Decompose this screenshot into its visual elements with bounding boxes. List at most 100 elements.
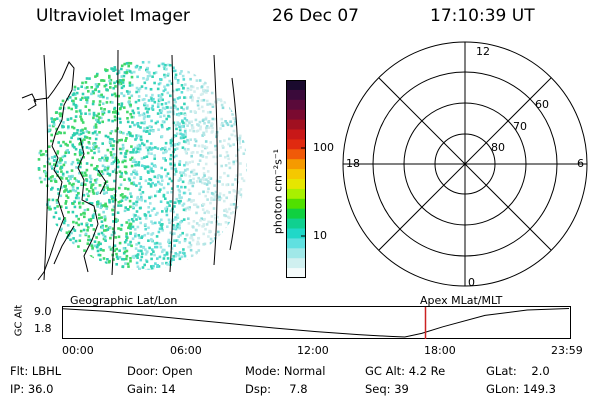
emission-pixel — [208, 102, 212, 106]
emission-pixel — [93, 167, 96, 171]
emission-pixel — [100, 116, 103, 120]
colorbar-swatch — [286, 258, 306, 269]
emission-pixel — [202, 190, 205, 194]
emission-pixel — [110, 195, 113, 198]
emission-pixel — [180, 136, 183, 139]
emission-pixel — [244, 148, 247, 152]
emission-pixel — [137, 90, 141, 93]
emission-pixel — [183, 147, 187, 151]
emission-pixel — [81, 121, 85, 124]
emission-pixel — [104, 83, 108, 87]
emission-pixel — [53, 163, 56, 166]
emission-pixel — [150, 148, 153, 151]
emission-pixel — [194, 139, 198, 143]
emission-pixel — [172, 210, 175, 214]
emission-pixel — [150, 119, 153, 123]
emission-pixel — [205, 209, 209, 213]
emission-pixel — [167, 114, 170, 118]
emission-pixel — [225, 121, 229, 125]
emission-pixel — [203, 242, 207, 246]
emission-pixel — [154, 221, 157, 225]
emission-pixel — [116, 257, 120, 260]
emission-pixel — [110, 188, 114, 191]
emission-pixel — [208, 151, 212, 154]
emission-pixel — [52, 215, 56, 219]
emission-pixel — [150, 267, 154, 270]
emission-pixel — [168, 204, 171, 207]
emission-pixel — [51, 175, 54, 178]
emission-pixel — [156, 105, 160, 108]
emission-pixel — [199, 125, 202, 129]
emission-pixel — [195, 229, 198, 232]
emission-pixel — [93, 240, 97, 243]
emission-pixel — [132, 115, 135, 119]
emission-pixel — [120, 105, 123, 108]
emission-pixel — [115, 247, 118, 251]
emission-pixel — [39, 149, 43, 153]
emission-pixel — [134, 65, 138, 69]
emission-pixel — [229, 203, 233, 206]
emission-pixel — [232, 117, 235, 120]
emission-pixel — [92, 100, 95, 103]
emission-pixel — [66, 149, 69, 152]
emission-pixel — [143, 233, 147, 237]
emission-pixel — [146, 139, 149, 143]
emission-pixel — [134, 214, 137, 217]
emission-pixel — [148, 125, 152, 128]
emission-pixel — [186, 124, 189, 127]
emission-pixel — [80, 171, 84, 175]
emission-pixel — [186, 162, 189, 166]
emission-pixel — [176, 213, 179, 217]
emission-pixel — [73, 119, 77, 122]
emission-pixel — [195, 253, 199, 257]
emission-pixel — [233, 206, 237, 210]
emission-pixel — [232, 160, 235, 164]
emission-pixel — [204, 81, 207, 85]
emission-pixel — [130, 173, 133, 176]
emission-pixel — [140, 236, 143, 239]
mlt-label-0: 0 — [468, 276, 475, 289]
emission-pixel — [123, 250, 127, 254]
emission-pixel — [217, 222, 220, 226]
emission-pixel — [87, 90, 90, 93]
emission-pixel — [132, 181, 135, 184]
emission-pixel — [77, 180, 80, 183]
emission-pixel — [40, 180, 43, 184]
emission-pixel — [78, 234, 82, 237]
emission-pixel — [147, 152, 150, 155]
emission-pixel — [205, 126, 208, 130]
emission-pixel — [127, 177, 131, 181]
emission-pixel — [173, 173, 177, 176]
emission-pixel — [219, 154, 222, 157]
emission-pixel — [166, 191, 169, 194]
emission-pixel — [229, 212, 233, 215]
emission-pixel — [111, 227, 115, 230]
emission-pixel — [109, 248, 113, 251]
emission-pixel — [97, 253, 101, 257]
emission-pixel — [75, 166, 78, 169]
colorbar-tick-100: 100 — [313, 141, 334, 154]
emission-pixel — [236, 206, 239, 209]
emission-pixel — [174, 252, 177, 255]
emission-pixel — [143, 120, 146, 124]
mlat-label-70: 70 — [513, 120, 527, 133]
emission-pixel — [58, 217, 61, 220]
emission-pixel — [193, 138, 197, 141]
emission-pixel — [82, 155, 85, 159]
time-tick-1200: 12:00 — [297, 344, 329, 357]
emission-pixel — [228, 207, 231, 211]
emission-pixel — [157, 102, 160, 106]
emission-pixel — [85, 198, 89, 201]
emission-pixel — [157, 180, 160, 184]
emission-pixel — [145, 66, 149, 70]
emission-pixel — [144, 227, 147, 231]
emission-pixel — [150, 220, 153, 223]
emission-pixel — [138, 267, 141, 270]
emission-pixel — [170, 247, 174, 250]
emission-pixel — [82, 174, 85, 178]
emission-pixel — [71, 186, 75, 189]
time-tick-2359: 23:59 — [551, 344, 583, 357]
emission-pixel — [108, 245, 111, 249]
colorbar-tick-10: 10 — [313, 229, 327, 242]
emission-pixel — [73, 205, 77, 209]
